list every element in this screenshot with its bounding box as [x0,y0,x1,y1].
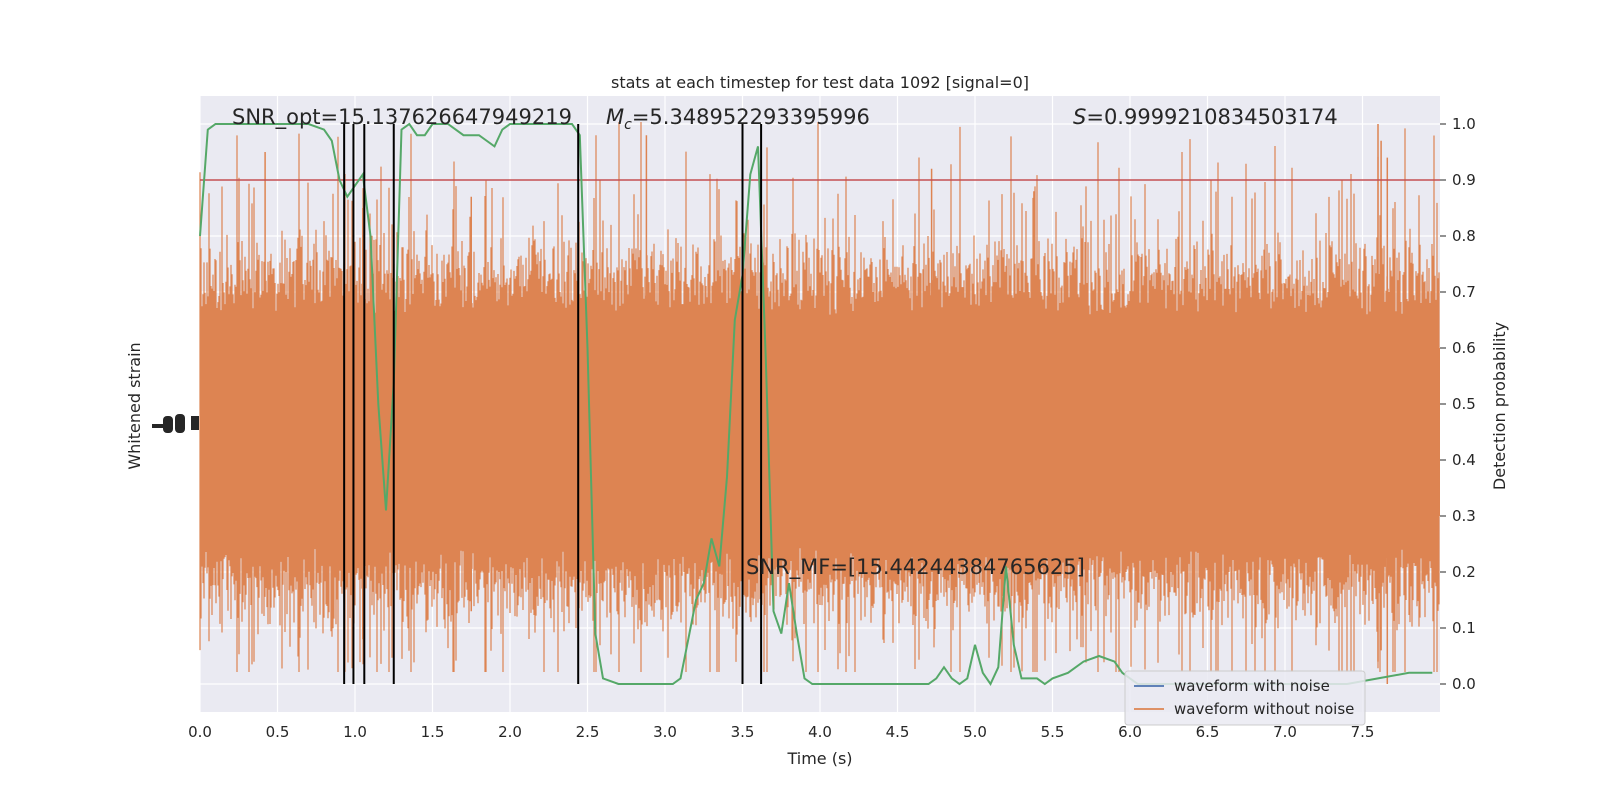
y-tick-label: 0.2 [1452,563,1476,581]
chirp-mass-value: =5.348952293395996 [632,105,870,129]
x-tick-label: 0.0 [188,723,212,741]
x-axis-label: Time (s) [786,749,852,768]
legend-label-without-noise: waveform without noise [1174,700,1354,718]
s-statistic-symbol: S [1073,105,1086,129]
x-tick-label: 4.5 [886,723,910,741]
x-tick-label: 7.0 [1273,723,1297,741]
waveform-without-noise-series [199,122,1440,684]
chart-title: stats at each timestep for test data 109… [611,73,1029,92]
y-tick-label: 0.8 [1452,227,1476,245]
y-axis-label-left: Whitened strain [125,342,144,469]
y-tick-label: 0.1 [1452,619,1476,637]
s-statistic-annotation: S=0.9999210834503174 [1073,105,1338,129]
chirp-mass-symbol: M [606,105,624,129]
y-tick-label: 1.0 [1452,115,1476,133]
y-tick-label: 0.6 [1452,339,1476,357]
strain-trace [199,122,1440,672]
y-tick-label: 0.9 [1452,171,1476,189]
chirp-mass-subscript: c [624,117,632,133]
x-tick-label: 0.5 [266,723,290,741]
x-tick-label: 2.5 [576,723,600,741]
detection-probability-line [199,122,1433,687]
x-tick-label: 3.0 [653,723,677,741]
x-tick-label: 6.5 [1196,723,1220,741]
s-statistic-value: =0.9999210834503174 [1086,105,1337,129]
x-tick-labels: 0.0 0.5 1.0 1.5 2.0 2.5 3.0 3.5 4.0 4.5 5.0 5.5 6.0 6… [188,723,1374,741]
x-tick-label: 5.0 [963,723,987,741]
x-tick-label: 5.5 [1041,723,1065,741]
y-tick-label: 0.3 [1452,507,1476,525]
chirp-mass-annotation: Mc=5.348952293395996 [606,105,870,133]
legend-box [1124,670,1366,726]
y-axis-label-right: Detection probability [1490,322,1509,490]
x-tick-label: 2.0 [498,723,522,741]
x-tick-label: 1.0 [343,723,367,741]
x-tick-label: 1.5 [421,723,445,741]
detection-markers [343,124,763,684]
legend: waveform with noise waveform without noi… [1124,670,1366,726]
legend-label-with-noise: waveform with noise [1174,677,1330,695]
y-tick-label: 0.7 [1452,283,1476,301]
x-tick-label: 3.5 [731,723,755,741]
snr-opt-annotation: SNR_opt=15.137626647949219 [232,105,572,130]
y-tick-label: 0.4 [1452,451,1476,469]
y-right-tick-labels: 0.0 0.1 0.2 0.3 0.4 0.5 0.6 0.7 0.8 0.9 1.0 [1440,115,1476,693]
y-tick-label: 0.0 [1452,675,1476,693]
x-tick-label: 6.0 [1118,723,1142,741]
snr-mf-annotation: SNR_MF=[15.44244384765625] [746,555,1085,580]
x-tick-label: 4.0 [808,723,832,741]
y-tick-label: 0.5 [1452,395,1476,413]
x-tick-label: 7.5 [1351,723,1375,741]
left-axis-tick-cluster [152,414,199,433]
